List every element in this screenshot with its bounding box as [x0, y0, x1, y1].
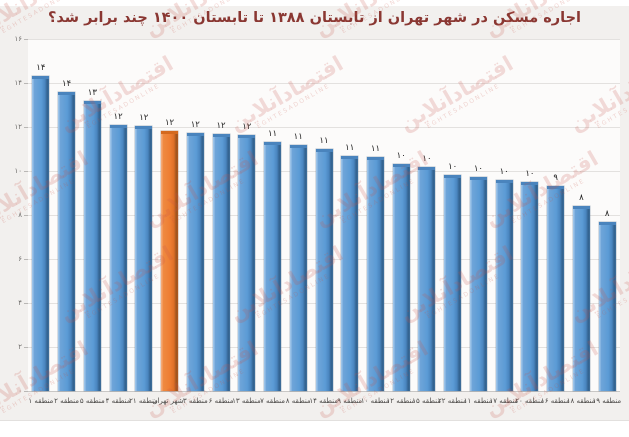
x-axis-category-label: شهر تهران	[152, 397, 184, 405]
x-axis-category-label: منطقه ۱۸	[566, 397, 596, 405]
bar-value-label: ۹	[553, 173, 558, 184]
x-axis-category-label: منطقه ۵	[79, 397, 105, 405]
bar-value-label: ۱۲	[139, 112, 149, 123]
x-axis-category-label: منطقه ۱۶	[540, 397, 570, 405]
bar-region	[392, 164, 410, 391]
gridline	[28, 38, 620, 40]
gridline	[28, 390, 620, 392]
bar-region	[469, 176, 487, 391]
y-tick-label: ۱۴	[14, 79, 22, 87]
bar-chart-plot-area: ۱۴ ۱۴ ۱۳ ۱۲ ۱۲ ۱۲ ۱۲ ۱۲ ۱۲ ۱۱ ۱۱ ۱۱ ۱۱ ۱۱ ۱۰ ۱۰ ۱۰ ۱۰ ۱۰ ۱۰…	[28, 38, 620, 392]
x-axis-category-label: منطقه ۴	[105, 397, 131, 405]
bar-region	[289, 144, 307, 391]
y-tick-mark	[24, 171, 28, 172]
bar-value-label: ۱۲	[242, 121, 252, 132]
bar-region	[238, 134, 256, 391]
x-axis-category-label: منطقه ۱۷	[489, 397, 519, 405]
x-axis-category-label: منطقه ۱۰	[360, 397, 390, 405]
y-tick-mark	[24, 127, 28, 128]
y-tick-mark	[24, 83, 28, 84]
bar-region	[572, 206, 590, 391]
bar-region	[366, 156, 384, 391]
bar-value-label: ۱۰	[422, 153, 432, 164]
x-axis-category-label: منطقه ۱۳	[232, 397, 261, 405]
x-axis-category-label: منطقه ۱۹	[592, 397, 622, 405]
bar-value-label: ۱۲	[164, 118, 175, 129]
bar-value-label: ۱۱	[293, 131, 303, 142]
bar-region	[547, 186, 565, 391]
bar-region	[58, 91, 76, 391]
bar-region	[315, 149, 333, 391]
bar-value-label: ۱۴	[36, 63, 46, 74]
bar-region	[264, 142, 282, 391]
bar-value-label: ۱۳	[87, 87, 97, 98]
bar-region	[444, 175, 462, 391]
y-tick-label: ۰	[18, 387, 22, 395]
bar-highlight-tehran	[161, 131, 179, 391]
chart-title: اجاره مسکن در شهر تهران از تابستان ۱۳۸۸ …	[47, 10, 582, 26]
y-tick-mark	[24, 259, 28, 260]
bar-region	[212, 133, 230, 391]
bar-value-label: ۱۴	[62, 78, 72, 89]
gridline	[28, 126, 620, 128]
y-tick-label: ۴	[18, 299, 22, 307]
y-tick-label: ۱۶	[14, 35, 22, 43]
bar-value-label: ۱۰	[499, 166, 509, 177]
bar-region	[186, 132, 204, 391]
bar-value-label: ۸	[604, 208, 610, 219]
x-axis-category-label: منطقه ۱۲	[386, 397, 416, 405]
x-axis-category-label: منطقه ۳	[182, 397, 208, 405]
x-axis-category-label: منطقه ۶	[208, 397, 234, 405]
y-tick-mark	[24, 39, 28, 40]
x-axis-category-label: منطقه ۸	[285, 397, 311, 405]
bar-value-label: ۱۱	[345, 142, 355, 153]
x-axis-category-label: منطقه ۲۲	[438, 397, 467, 405]
bar-region	[418, 166, 436, 391]
bar-region	[83, 100, 101, 391]
bar-value-label: ۱۱	[319, 136, 329, 146]
bar-region	[32, 76, 50, 391]
y-tick-mark	[24, 347, 28, 348]
bar-region	[495, 179, 513, 391]
y-tick-mark	[24, 215, 28, 216]
bar-value-label: ۱۰	[525, 169, 535, 179]
bar-region	[109, 124, 127, 391]
x-axis-category-label: منطقه ۷	[260, 397, 285, 405]
y-tick-label: ۲	[18, 343, 22, 351]
x-axis-category-label: منطقه ۲	[54, 397, 80, 405]
bar-region	[135, 125, 153, 391]
bar-value-label: ۱۲	[113, 111, 123, 122]
bar-value-label: ۱۲	[216, 120, 226, 131]
bar-region	[521, 182, 539, 391]
bar-value-label: ۱۰	[396, 151, 406, 162]
y-tick-label: ۱۲	[14, 123, 22, 131]
x-axis-category-label: منطقه ۱۱	[463, 397, 493, 405]
x-axis-category-label: منطقه ۱۵	[412, 397, 441, 405]
bar-value-label: ۸	[579, 193, 584, 204]
y-tick-mark	[24, 391, 28, 392]
bar-region	[341, 155, 359, 391]
bar-value-label: ۱۱	[267, 129, 278, 140]
bar-region	[598, 221, 616, 391]
y-tick-label: ۶	[18, 255, 22, 263]
y-tick-label: ۸	[18, 211, 22, 219]
chart-panel: اجاره مسکن در شهر تهران از تابستان ۱۳۸۸ …	[0, 6, 629, 421]
y-tick-mark	[24, 303, 28, 304]
x-axis-category-label: منطقه ۹	[337, 397, 363, 405]
bar-value-label: ۱۰	[473, 163, 483, 174]
bar-value-label: ۱۰	[448, 162, 458, 173]
x-axis-category-label: منطقه ۱	[28, 397, 54, 405]
y-tick-label: ۱۰	[14, 167, 22, 175]
x-axis-category-label: منطقه ۲۱	[129, 397, 158, 405]
x-axis-category-label: منطقه ۲۰	[515, 397, 544, 405]
bar-value-label: ۱۱	[370, 143, 381, 154]
bar-value-label: ۱۲	[190, 119, 200, 130]
gridline	[28, 82, 620, 84]
x-axis-category-label: منطقه ۱۴	[309, 397, 338, 405]
